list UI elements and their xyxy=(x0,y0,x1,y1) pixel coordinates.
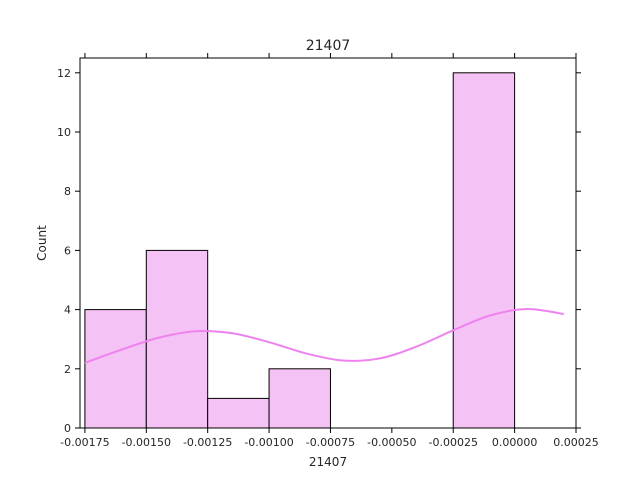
histogram-bar xyxy=(207,397,270,429)
x-axis-ticks: -0.00175 -0.00150 -0.00125 -0.00100 -0.00075… xyxy=(60,53,599,449)
y-tick-label: 12 xyxy=(57,67,71,80)
x-tick-label: -0.00050 xyxy=(367,436,416,449)
histogram-bar xyxy=(452,72,516,429)
x-axis-label: 21407 xyxy=(309,455,347,469)
y-tick-label: 4 xyxy=(64,304,71,317)
y-tick-label: 10 xyxy=(57,126,71,139)
x-tick-label: 0.00000 xyxy=(492,436,538,449)
axes-frame xyxy=(79,57,577,429)
histogram-bars xyxy=(84,72,516,429)
x-tick-label: -0.00150 xyxy=(122,436,171,449)
y-axis-label: Count xyxy=(35,225,49,261)
y-axis-ticks: 0 2 4 6 8 10 12 xyxy=(57,67,581,435)
kde-line xyxy=(84,308,564,364)
y-tick-label: 8 xyxy=(64,185,71,198)
x-tick-label: -0.00125 xyxy=(183,436,232,449)
x-tick-label: -0.00100 xyxy=(244,436,293,449)
x-tick-label: 0.00025 xyxy=(553,436,599,449)
chart-title: 21407 xyxy=(306,38,351,54)
y-tick-label: 0 xyxy=(64,422,71,435)
histogram-bar xyxy=(268,368,331,429)
x-tick-label: -0.00025 xyxy=(428,436,477,449)
y-tick-label: 2 xyxy=(64,363,71,376)
histogram-bar xyxy=(84,309,147,429)
x-tick-label: -0.00175 xyxy=(60,436,109,449)
x-tick-label: -0.00075 xyxy=(306,436,355,449)
y-tick-label: 6 xyxy=(64,244,71,257)
